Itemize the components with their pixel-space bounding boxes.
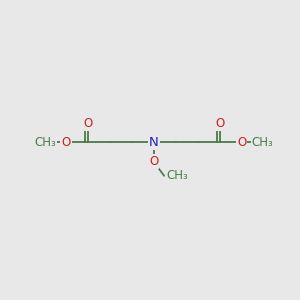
Text: O: O [215,117,224,130]
Text: N: N [149,136,159,149]
Text: O: O [61,136,70,149]
Text: O: O [237,136,246,149]
Text: CH₃: CH₃ [34,136,56,149]
Text: CH₃: CH₃ [167,169,188,182]
Text: O: O [149,155,158,168]
Text: O: O [83,117,92,130]
Text: CH₃: CH₃ [251,136,273,149]
